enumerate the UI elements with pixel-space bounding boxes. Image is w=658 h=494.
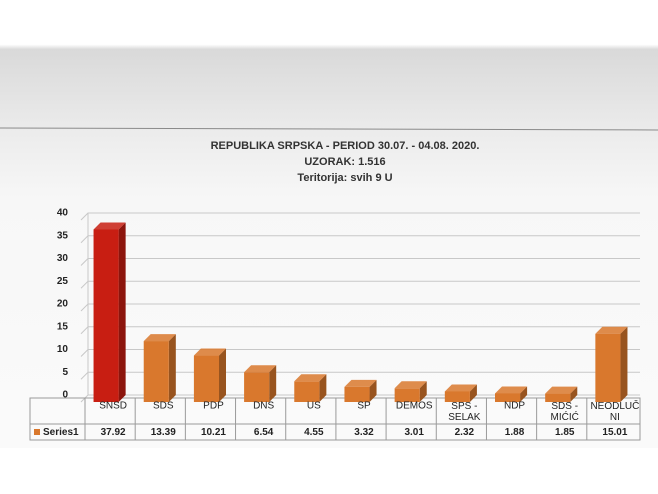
bar [394,388,420,402]
value-label: 10.21 [201,427,226,438]
value-label: 4.55 [304,427,324,438]
x-tick-label: DNS [253,401,274,412]
bar-side [570,386,578,402]
bar-side [369,379,377,402]
x-tick-label: SPS -SELAK [448,401,481,423]
y-tick-label: 30 [57,253,69,264]
chart-note: Teritorija: svih 9 U [297,172,392,184]
bar-top [193,348,226,356]
screen-edge [0,127,658,131]
x-tick-label: SP [357,401,371,412]
bar-side [269,365,277,402]
data-table [29,397,641,441]
bar-top [394,381,427,389]
y-tick-label: 0 [62,390,68,401]
bar-top [595,326,628,334]
bar-side [419,381,427,402]
y-tick-label: 5 [62,367,68,378]
bar-side [118,222,126,402]
y-tick-label: 25 [57,276,69,287]
x-tick-label: SNSD [99,401,127,412]
bar [193,355,219,402]
chart-title: REPUBLIKA SRPSKA - PERIOD 30.07. - 04.08… [211,140,480,152]
value-label: 3.01 [404,427,424,438]
bar-side [168,334,176,402]
value-label: 13.39 [151,427,176,438]
bar-side [319,374,327,402]
y-tick-label: 40 [57,208,69,219]
bar [495,393,521,402]
chart-subtitle: UZORAK: 1.516 [304,156,385,168]
bar-top [495,386,528,394]
value-label: 1.88 [505,427,525,438]
x-tick-label: DEMOS [396,401,433,412]
value-label: 2.32 [455,427,475,438]
x-tick-label: NEODLUČ NI [590,399,639,423]
x-tick-label: NDP [504,401,525,412]
y-tick-label: 15 [57,321,69,332]
y-tick-label: 20 [57,299,69,310]
y-tick-label: 10 [57,344,69,355]
bar [444,391,470,402]
value-label: 6.54 [254,427,274,438]
y-tick-label: 35 [57,230,69,241]
bottom-margin [0,448,658,494]
bar [143,341,169,402]
bar-top [244,365,277,373]
value-label: 1.85 [555,427,575,438]
value-label: 15.01 [602,427,627,438]
bar-top [93,222,126,230]
bar-side [219,348,226,402]
bar [93,229,119,402]
bar-top [143,334,176,342]
x-tick-label: SDS -MIĆIĆ [551,401,579,423]
bar [595,333,621,402]
value-label: 37.92 [101,427,126,438]
bar-top [545,386,578,394]
bar-top [444,384,477,392]
x-tick-label: PDP [203,401,224,412]
x-tick-label: US [307,401,321,412]
bar [344,386,370,402]
bar [545,393,571,402]
bar-side [620,326,628,402]
value-label: 3.32 [354,427,374,438]
bar [294,381,320,402]
bar-side [520,386,528,402]
legend-label: Series1 [43,427,79,438]
bar [244,372,270,402]
bar-top [344,379,377,387]
bar-top [294,374,327,382]
legend-key [34,429,40,435]
bar-side [469,384,477,402]
x-tick-label: SDS [153,401,174,412]
